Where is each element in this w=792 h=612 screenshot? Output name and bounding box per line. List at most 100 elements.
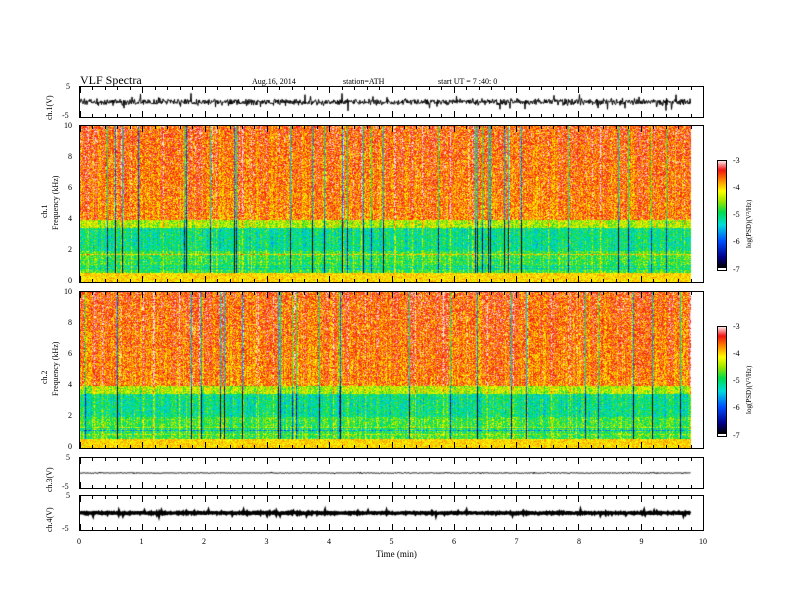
- x-tick-mark: [292, 292, 293, 295]
- x-tick-mark: [404, 458, 405, 461]
- x-tick-mark: [541, 279, 542, 282]
- x-tick-mark: [329, 458, 330, 464]
- x-tick-mark: [279, 527, 280, 530]
- x-tick-mark: [616, 485, 617, 488]
- x-tick-mark: [379, 445, 380, 448]
- x-tick-mark: [242, 87, 243, 90]
- x-tick-mark: [529, 292, 530, 295]
- x-tick-mark: [678, 279, 679, 282]
- x-tick-mark: [691, 279, 692, 282]
- x-tick-mark: [317, 527, 318, 530]
- x-tick-mark: [130, 485, 131, 488]
- x-tick-mark: [267, 126, 268, 132]
- x-tick-mark: [616, 458, 617, 461]
- x-tick-mark: [653, 485, 654, 488]
- x-tick-mark: [142, 496, 143, 502]
- x-tick-mark: [603, 126, 604, 129]
- x-tick-mark: [142, 126, 143, 132]
- x-tick-mark: [491, 279, 492, 282]
- ch4-wave-tick-top: 5: [66, 491, 70, 500]
- x-tick-mark: [304, 126, 305, 129]
- x-tick-mark: [367, 114, 368, 117]
- x-tick-mark: [230, 458, 231, 461]
- x-tick-mark: [80, 292, 81, 298]
- x-tick-mark: [678, 527, 679, 530]
- ch4-waveform-trace: [80, 496, 703, 530]
- x-tick-mark: [230, 496, 231, 499]
- x-tick-mark: [591, 114, 592, 117]
- x-tick-mark: [130, 87, 131, 90]
- x-tick-mark: [142, 458, 143, 464]
- x-tick-mark: [167, 279, 168, 282]
- ch2-cbar-tick-m4: -4: [733, 349, 740, 358]
- ch1-wave-tick-top: 5: [66, 82, 70, 91]
- x-tick-mark: [666, 279, 667, 282]
- x-tick-mark: [230, 292, 231, 295]
- x-tick-mark: [117, 458, 118, 461]
- x-tick-mark: [616, 279, 617, 282]
- ch1-freq-tick-0: 0: [68, 276, 72, 285]
- x-tick-mark: [192, 485, 193, 488]
- x-tick-mark: [466, 279, 467, 282]
- x-tick-mark: [279, 279, 280, 282]
- x-tick-mark: [703, 442, 704, 448]
- x-tick-mark: [541, 292, 542, 295]
- x-tick-mark: [666, 126, 667, 129]
- x-tick-mark: [392, 442, 393, 448]
- x-tick-mark: [342, 292, 343, 295]
- ch2-cbar-tick-m3: -3: [733, 322, 740, 331]
- x-tick-mark: [454, 111, 455, 117]
- x-tick-mark: [404, 114, 405, 117]
- x-tick-mark: [416, 114, 417, 117]
- x-tick-mark: [516, 482, 517, 488]
- x-tick-mark: [254, 87, 255, 90]
- x-tick-mark: [691, 292, 692, 295]
- x-tick-mark: [578, 442, 579, 448]
- x-tick-mark: [578, 126, 579, 132]
- x-tick-mark: [367, 527, 368, 530]
- x-tick-mark: [491, 292, 492, 295]
- x-tick-mark: [130, 445, 131, 448]
- x-tick-mark: [367, 279, 368, 282]
- date-label: Aug.16, 2014: [252, 77, 296, 86]
- ch4-wave-tick-bottom: -5: [62, 524, 69, 533]
- x-tick-mark: [529, 114, 530, 117]
- x-tick-mark: [379, 87, 380, 90]
- x-tick-mark: [504, 114, 505, 117]
- x-tick-mark: [578, 276, 579, 282]
- x-tick-mark: [691, 496, 692, 499]
- x-tick-mark: [230, 126, 231, 129]
- ch1-freq-tick-8: 8: [68, 152, 72, 161]
- x-tick-mark: [553, 126, 554, 129]
- ch2-cbar-label: log(PSD)(V²/Hz): [745, 365, 753, 414]
- x-tick-mark: [304, 485, 305, 488]
- x-tick-mark: [566, 458, 567, 461]
- x-tick-mark: [529, 485, 530, 488]
- x-tick-mark: [279, 458, 280, 461]
- x-tick-mark: [367, 126, 368, 129]
- x-tick-mark: [354, 458, 355, 461]
- x-tick-mark: [603, 527, 604, 530]
- x-tick-mark: [329, 276, 330, 282]
- x-tick-mark: [92, 126, 93, 129]
- x-tick-mark: [479, 458, 480, 461]
- x-tick-mark: [504, 458, 505, 461]
- x-tick-mark: [254, 458, 255, 461]
- x-tick-mark: [616, 126, 617, 129]
- x-tick-mark: [441, 485, 442, 488]
- x-tick-mark: [529, 279, 530, 282]
- x-tick-mark: [242, 279, 243, 282]
- x-tick-mark: [80, 482, 81, 488]
- x-tick-mark: [105, 527, 106, 530]
- x-tick-mark: [566, 445, 567, 448]
- x-tick-mark: [666, 445, 667, 448]
- x-tick-mark: [217, 496, 218, 499]
- x-tick-mark: [304, 87, 305, 90]
- x-tick-mark: [180, 527, 181, 530]
- ch3-wave-tick-bottom: -5: [62, 482, 69, 491]
- x-tick-mark: [130, 292, 131, 295]
- x-tick-mark: [130, 527, 131, 530]
- ch1-spectrogram-panel: [79, 125, 704, 283]
- x-tick-mark: [441, 292, 442, 295]
- x-tick-mark: [603, 114, 604, 117]
